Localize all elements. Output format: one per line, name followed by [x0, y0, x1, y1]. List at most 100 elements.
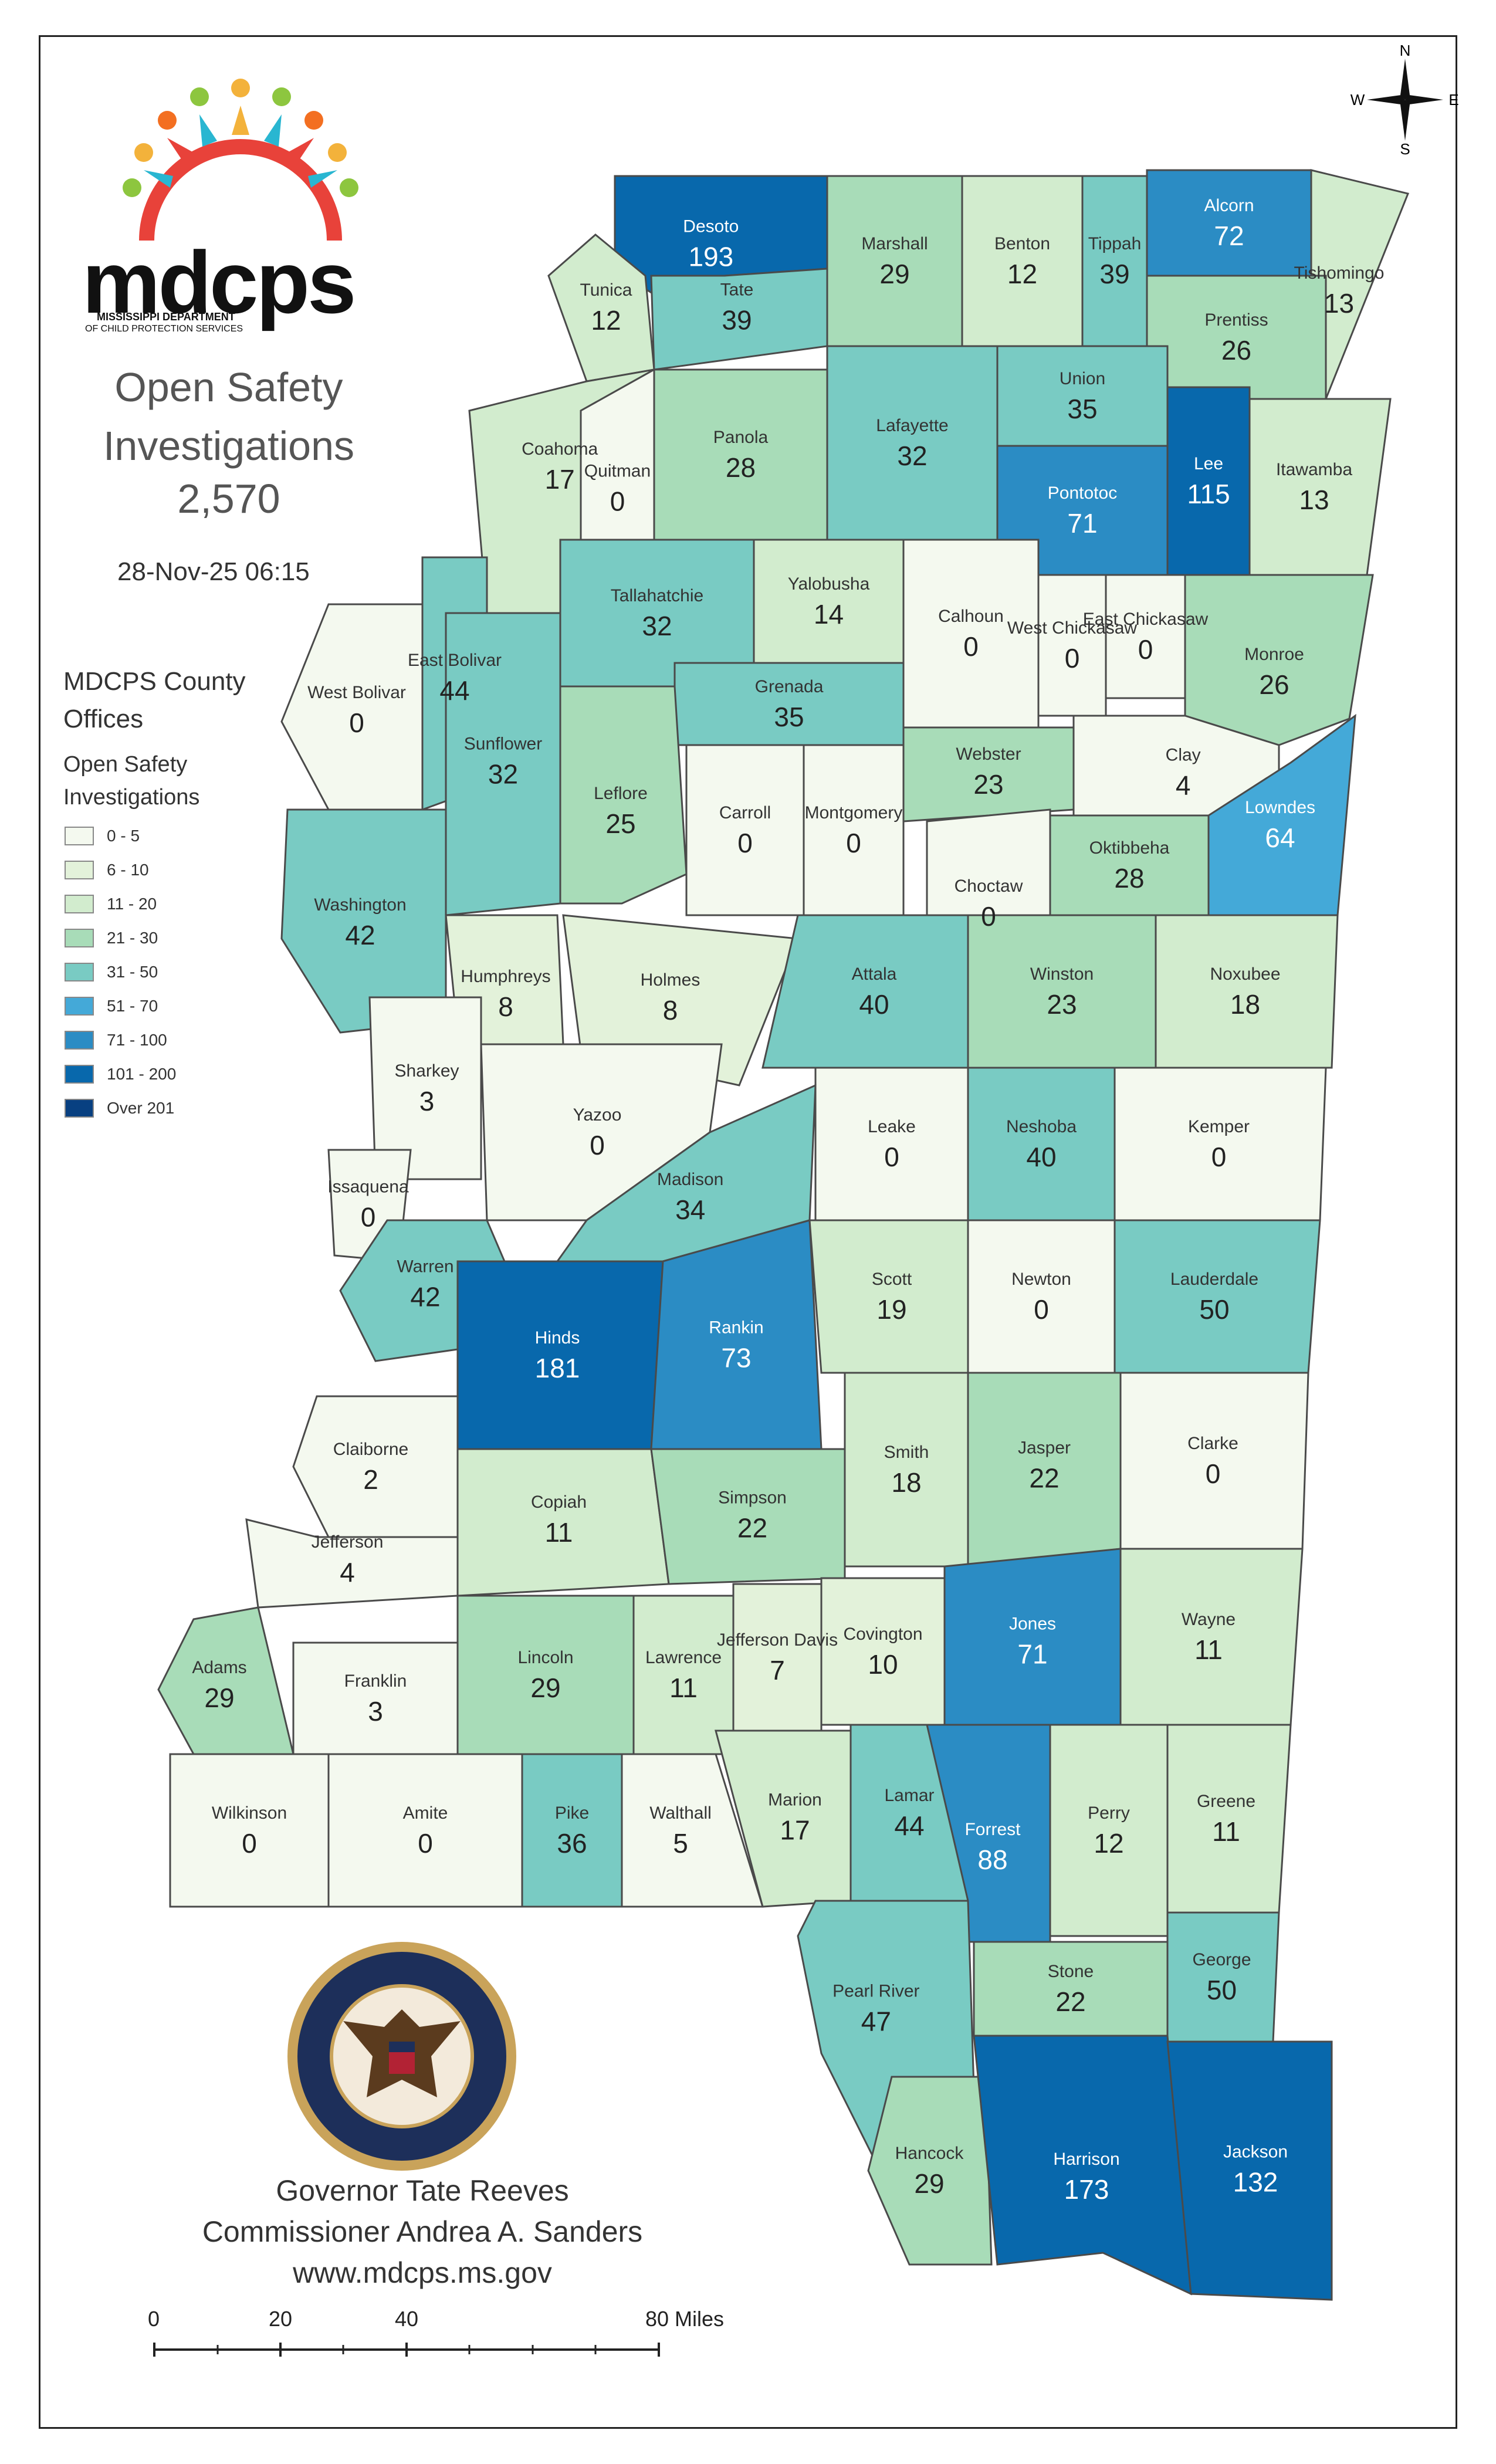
county-name-west-bolivar: West Bolivar [307, 683, 406, 702]
map-frame [39, 35, 1457, 2429]
county-value-leflore: 25 [605, 808, 635, 839]
logo-subtitle-2: OF CHILD PROTECTION SERVICES [85, 324, 243, 334]
county-name-jefferson: Jefferson [312, 1532, 384, 1552]
website-link[interactable]: www.mdcps.ms.gov [293, 2256, 552, 2289]
county-name-carroll: Carroll [719, 803, 771, 823]
county-value-claiborne: 2 [363, 1464, 378, 1495]
county-value-marion: 17 [780, 1815, 810, 1846]
legend-item: 21 - 30 [65, 926, 158, 950]
county-value-west-bolivar: 0 [349, 708, 364, 738]
county-value-lafayette: 32 [897, 441, 927, 471]
county-value-tate: 39 [722, 305, 752, 336]
county-name-clarke: Clarke [1187, 1434, 1238, 1453]
county-holmes[interactable] [562, 914, 800, 1087]
legend-item: 51 - 70 [65, 994, 158, 1018]
scale-label-80: 80 Miles [645, 2307, 725, 2331]
county-hancock[interactable] [867, 2076, 993, 2266]
county-name-prentiss: Prentiss [1204, 310, 1268, 330]
legend-label: Over 201 [107, 1099, 175, 1117]
legend-swatch [65, 997, 94, 1016]
legend-swatch [65, 1031, 94, 1050]
county-name-attala: Attala [852, 964, 897, 984]
county-name-harrison: Harrison [1053, 2150, 1119, 2169]
county-adams[interactable] [157, 1606, 295, 1755]
county-value-rankin: 73 [721, 1343, 751, 1373]
county-name-lamar: Lamar [884, 1786, 934, 1805]
county-name-jackson: Jackson [1223, 2143, 1288, 2162]
county-value-humphreys: 8 [498, 991, 513, 1022]
compass-w: W [1351, 91, 1365, 109]
county-name-leflore: Leflore [594, 784, 648, 803]
county-name-choctaw: Choctaw [955, 876, 1023, 896]
county-value-sharkey: 3 [419, 1086, 435, 1116]
legend-label: 51 - 70 [107, 997, 158, 1015]
legend-swatch [65, 963, 94, 981]
legend-title-line-1: MDCPS County [63, 667, 246, 696]
county-value-kemper: 0 [1211, 1142, 1227, 1172]
county-value-tallahatchie: 32 [642, 611, 672, 641]
county-value-lincoln: 29 [530, 1673, 560, 1703]
county-name-tate: Tate [720, 280, 754, 300]
county-jefferson[interactable] [245, 1518, 459, 1609]
county-sharkey[interactable] [368, 996, 482, 1180]
county-name-rankin: Rankin [709, 1318, 763, 1338]
county-jackson[interactable] [1166, 2040, 1333, 2301]
county-name-grenada: Grenada [755, 677, 824, 696]
county-value-lamar: 44 [894, 1810, 924, 1841]
county-name-wayne: Wayne [1182, 1610, 1236, 1629]
county-name-holmes: Holmes [641, 970, 700, 990]
county-value-clay: 4 [1176, 770, 1191, 801]
county-name-calhoun: Calhoun [938, 607, 1004, 626]
county-value-tippah: 39 [1099, 259, 1129, 289]
legend-label: 0 - 5 [107, 827, 140, 845]
legend-label: 31 - 50 [107, 963, 158, 981]
county-name-pearl-river: Pearl River [832, 1981, 919, 2001]
county-value-lawrence: 11 [669, 1673, 698, 1703]
county-value-quitman: 0 [610, 486, 625, 517]
county-value-newton: 0 [1034, 1294, 1049, 1325]
county-value-clarke: 0 [1206, 1458, 1221, 1489]
county-name-quitman: Quitman [584, 462, 651, 481]
county-value-webster: 23 [973, 769, 1003, 800]
county-name-neshoba: Neshoba [1006, 1117, 1077, 1136]
county-value-choctaw: 0 [981, 901, 996, 932]
county-name-tunica: Tunica [580, 280, 632, 300]
county-value-pike: 36 [557, 1828, 587, 1859]
county-tate[interactable] [650, 268, 828, 371]
county-name-tippah: Tippah [1088, 234, 1142, 253]
county-value-madison: 34 [675, 1194, 705, 1225]
legend-subtitle-line-1: Open Safety [63, 752, 188, 777]
county-name-claiborne: Claiborne [333, 1440, 408, 1459]
title-line-2: Investigations [103, 423, 355, 469]
county-name-east-bolivar: East Bolivar [408, 651, 502, 670]
legend-label: 11 - 20 [107, 895, 157, 913]
county-leflore[interactable] [559, 685, 688, 905]
legend-label: 71 - 100 [107, 1031, 167, 1049]
county-value-itawamba: 13 [1299, 485, 1329, 515]
county-noxubee[interactable] [1155, 914, 1339, 1069]
county-harrison[interactable] [973, 2035, 1192, 2296]
county-value-perry: 12 [1094, 1828, 1123, 1859]
county-value-noxubee: 18 [1230, 989, 1260, 1020]
scale-bar [153, 2343, 660, 2357]
county-value-pearl-river: 47 [861, 2006, 891, 2036]
legend-swatch [65, 929, 94, 947]
county-value-tunica: 12 [591, 305, 621, 336]
county-name-east-chickasaw: East Chickasaw [1083, 610, 1209, 629]
county-name-humphreys: Humphreys [461, 967, 550, 986]
county-name-stone: Stone [1048, 1962, 1094, 1981]
county-name-madison: Madison [657, 1170, 723, 1189]
legend-item: 101 - 200 [65, 1062, 176, 1086]
county-lowndes[interactable] [1207, 713, 1356, 916]
county-name-george: George [1192, 1950, 1251, 1969]
county-jones[interactable] [943, 1548, 1122, 1726]
county-name-hinds: Hinds [535, 1328, 580, 1348]
county-value-adams: 29 [204, 1683, 234, 1713]
legend-item: 31 - 50 [65, 960, 158, 984]
county-west-bolivar[interactable] [280, 603, 424, 811]
county-name-yazoo: Yazoo [573, 1105, 622, 1125]
timestamp: 28-Nov-25 06:15 [117, 557, 310, 586]
county-value-hinds: 181 [535, 1353, 580, 1383]
county-name-pontotoc: Pontotoc [1048, 483, 1117, 503]
county-value-jefferson-davis: 7 [770, 1655, 785, 1685]
